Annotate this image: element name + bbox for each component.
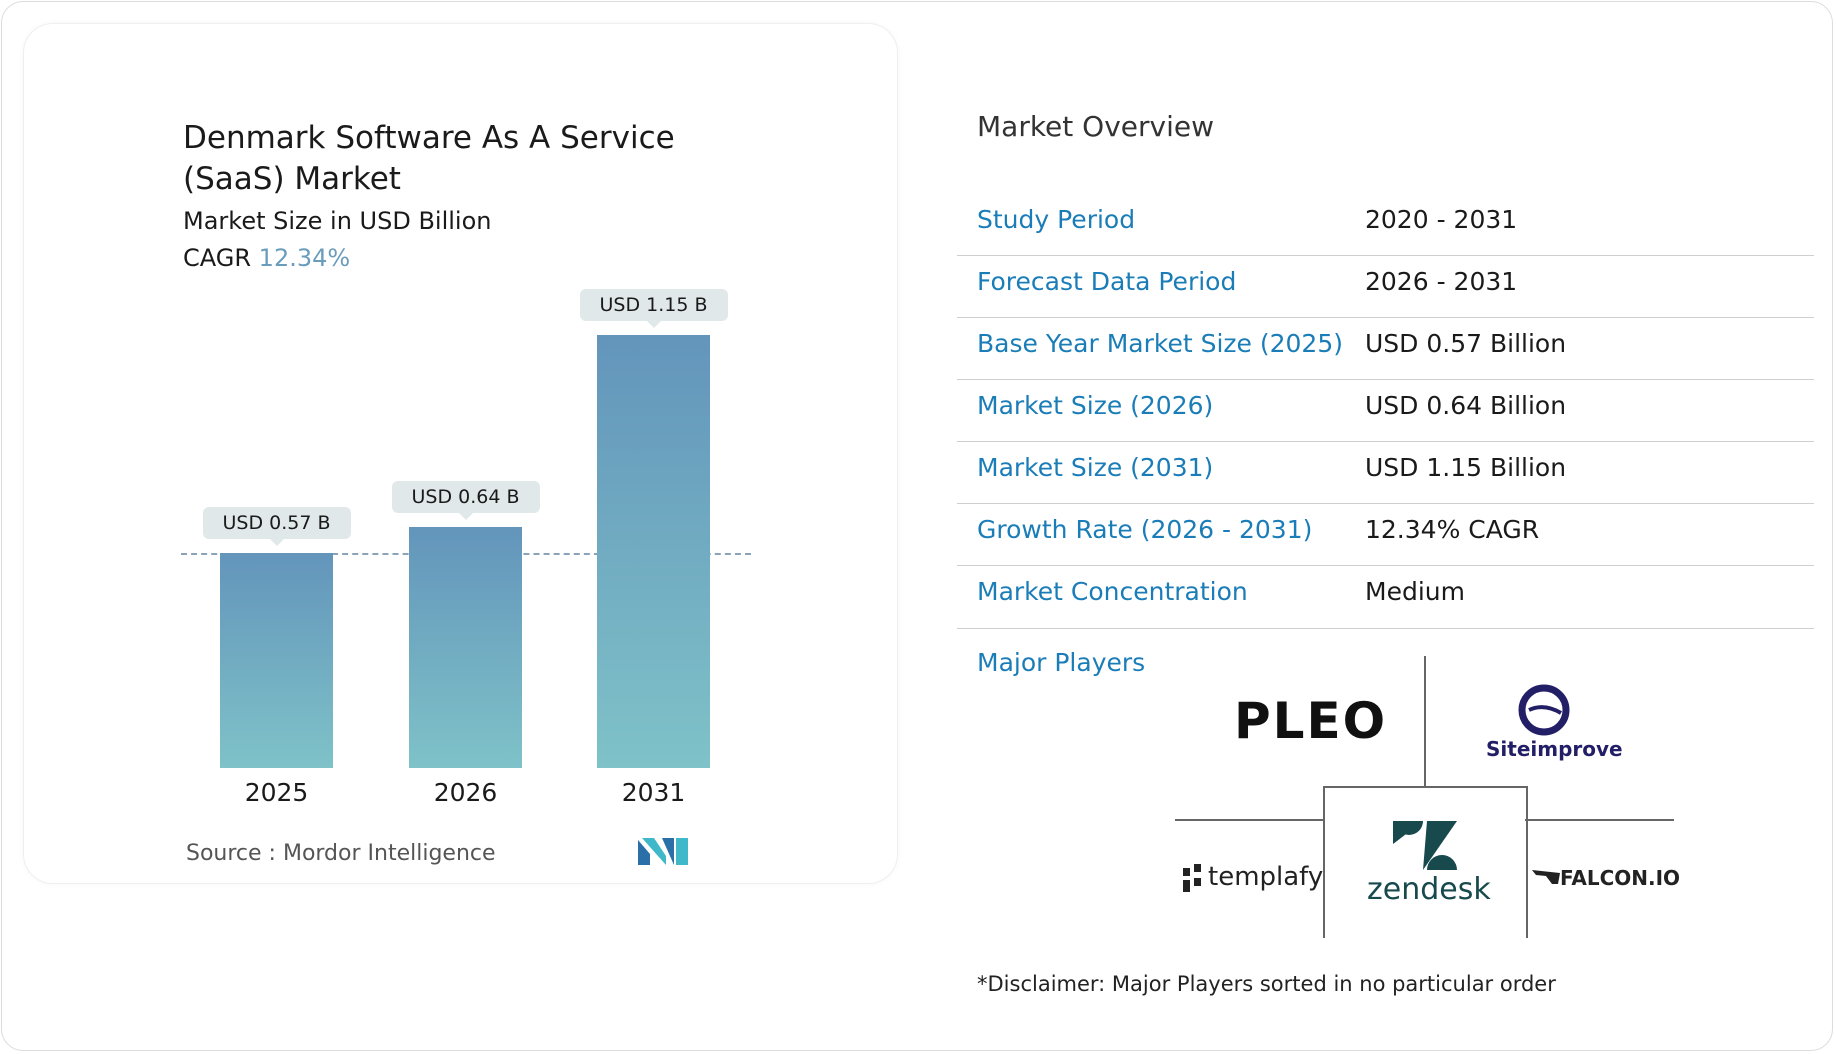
x-tick-label: 2025 xyxy=(244,778,309,807)
data-label: USD 1.15 B xyxy=(579,289,728,328)
row-key: Market Concentration xyxy=(977,577,1248,606)
row-key: Market Size (2026) xyxy=(977,391,1214,420)
chart-card xyxy=(23,23,898,884)
row-key: Base Year Market Size (2025) xyxy=(977,329,1343,358)
zendesk-box xyxy=(1323,786,1528,938)
row-value: USD 1.15 Billion xyxy=(1365,453,1567,482)
divider xyxy=(1525,819,1674,821)
bar-2025 xyxy=(220,553,333,768)
row-value: 2026 - 2031 xyxy=(1365,267,1518,296)
bar-2026 xyxy=(409,527,522,768)
logo-pleo: PLEO xyxy=(1234,692,1388,750)
overview-row: Base Year Market Size (2025) USD 0.57 Bil… xyxy=(957,317,1814,380)
overview-row: Forecast Data Period 2026 - 2031 xyxy=(957,255,1814,318)
falcon-wing-icon xyxy=(1532,870,1560,884)
row-key: Forecast Data Period xyxy=(977,267,1237,296)
overview-row: Study Period 2020 - 2031 xyxy=(957,193,1814,256)
row-value: Medium xyxy=(1365,577,1465,606)
row-value: 2020 - 2031 xyxy=(1365,205,1518,234)
row-key: Growth Rate (2026 - 2031) xyxy=(977,515,1313,544)
overview-row: Growth Rate (2026 - 2031) 12.34% CAGR xyxy=(957,503,1814,566)
divider xyxy=(1175,819,1323,821)
row-key: Study Period xyxy=(977,205,1136,234)
templafy-logo-icon xyxy=(1183,864,1201,892)
cagr-label: CAGR xyxy=(183,244,252,272)
row-key: Market Size (2031) xyxy=(977,453,1214,482)
cagr-value: 12.34% xyxy=(258,244,351,272)
data-label: USD 0.64 B xyxy=(391,481,540,521)
row-value: 12.34% CAGR xyxy=(1365,515,1540,544)
logo-zendesk: zendesk xyxy=(1367,872,1491,907)
overview-row: Market Size (2031) USD 1.15 Billion xyxy=(957,441,1814,504)
overview-row: Market Concentration Medium xyxy=(957,565,1814,629)
siteimprove-logo-icon xyxy=(1518,684,1570,736)
mordor-logo-icon xyxy=(638,838,688,865)
x-tick-label: 2031 xyxy=(621,778,686,807)
logo-falcon: FALCON.IO xyxy=(1560,866,1681,890)
logo-siteimprove: Siteimprove xyxy=(1486,737,1623,761)
row-value: USD 0.64 Billion xyxy=(1365,391,1567,420)
bar-2031 xyxy=(597,335,710,768)
major-players-title: Major Players xyxy=(977,648,1146,677)
overview-title: Market Overview xyxy=(977,110,1214,143)
divider xyxy=(1424,656,1426,787)
cagr: CAGR 12.34% xyxy=(183,244,350,272)
chart-subtitle: Market Size in USD Billion xyxy=(183,207,492,235)
chart-title: Denmark Software As A Service (SaaS) Mar… xyxy=(183,120,675,197)
logo-templafy: templafy xyxy=(1208,862,1324,892)
row-value: USD 0.57 Billion xyxy=(1365,329,1567,358)
x-tick-label: 2026 xyxy=(433,778,498,807)
data-label: USD 0.57 B xyxy=(202,507,351,547)
overview-row: Market Size (2026) USD 0.64 Billion xyxy=(957,379,1814,442)
disclaimer: *Disclaimer: Major Players sorted in no … xyxy=(977,972,1556,996)
zendesk-logo-icon xyxy=(1393,821,1457,870)
source-text: Source : Mordor Intelligence xyxy=(186,841,496,866)
